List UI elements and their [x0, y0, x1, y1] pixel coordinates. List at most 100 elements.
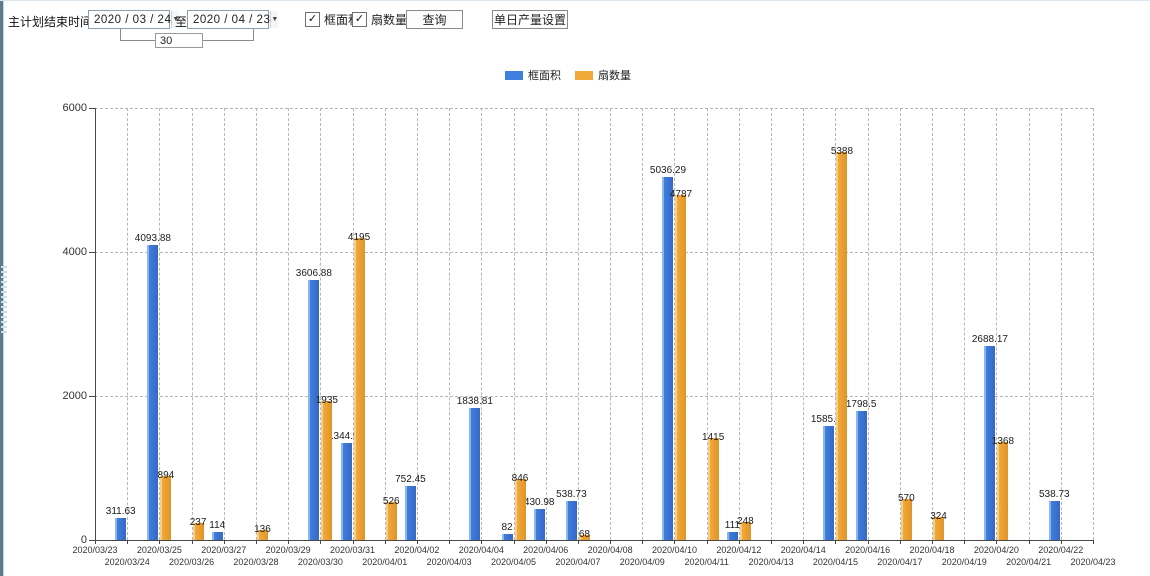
checkbox-checked-icon[interactable]: ✓ [352, 12, 367, 27]
x-tick [867, 540, 869, 544]
x-axis-line [95, 540, 1094, 541]
bar-value-label: 5388 [830, 146, 854, 158]
date-to-value[interactable]: 2020 / 04 / 23 [193, 13, 271, 26]
x-tick [835, 540, 837, 544]
x-tick-label: 2020/04/11 [684, 557, 729, 567]
checkbox-checked-icon[interactable]: ✓ [305, 12, 320, 27]
gridline-h [95, 396, 1093, 397]
interval-days-input[interactable]: 30 [155, 33, 203, 48]
bar-fan-count [385, 502, 397, 540]
x-tick [1028, 540, 1030, 544]
x-tick [964, 540, 966, 544]
gridline-v [513, 108, 515, 540]
x-tick [1093, 540, 1094, 544]
legend-label: 扇数量 [598, 70, 631, 82]
gridline-v [127, 108, 129, 540]
bar-value-label: 752.45 [395, 473, 426, 485]
x-tick-label: 2020/04/19 [941, 557, 987, 567]
chevron-down-icon[interactable]: ▼ [270, 11, 279, 28]
gridline-v [1093, 108, 1094, 540]
gridline-v [835, 108, 837, 540]
gridline-v [352, 108, 354, 540]
connector-line [120, 40, 155, 41]
bar-value-label: 311.63 [105, 505, 136, 517]
query-button[interactable]: 查询 [406, 10, 463, 29]
bar-fan-count [933, 516, 945, 540]
bar-value-label: 68 [578, 529, 590, 541]
bar-frame-area [855, 410, 867, 540]
gridline-v [481, 108, 483, 540]
connector-line [253, 29, 254, 41]
gridline-h [95, 108, 1093, 109]
bar-fan-count [707, 438, 719, 540]
bar-value-label: 1415 [702, 432, 725, 444]
gridline-v [384, 108, 386, 540]
x-tick [320, 540, 322, 544]
bar-fan-count [578, 535, 590, 540]
bar-fan-count [256, 530, 268, 540]
gridline-v [191, 108, 193, 540]
x-tick-label: 2020/03/26 [169, 557, 215, 567]
daily-output-settings-button[interactable]: 单日产量设置 [492, 10, 568, 29]
x-tick [803, 540, 805, 544]
x-tick-label: 2020/04/03 [426, 557, 472, 567]
gridline-v [545, 108, 547, 540]
legend-swatch-orange [575, 70, 593, 80]
date-to-picker[interactable]: 2020 / 04 / 23 ▼ [187, 10, 279, 29]
bar-frame-area [340, 443, 352, 540]
x-tick [288, 540, 290, 544]
bar-value-label: 136 [254, 524, 271, 536]
date-from-picker[interactable]: 2020 / 03 / 24 ▼ [88, 10, 180, 29]
bar-value-label: 846 [511, 473, 529, 485]
bar-frame-area [726, 532, 738, 540]
x-tick [577, 540, 579, 544]
checkbox-fan-count[interactable]: ✓ 扇数量 [352, 11, 407, 28]
y-tick-label: 0 [80, 534, 87, 546]
bar-value-label: 324 [930, 510, 947, 522]
x-tick [738, 540, 740, 544]
x-tick-label: 2020/04/01 [362, 557, 408, 567]
bar-value-label: 3606.88 [295, 268, 332, 280]
chevron-down-icon[interactable]: ▼ [171, 11, 180, 28]
bar-fan-count [739, 522, 751, 540]
x-tick-label: 2020/04/05 [490, 557, 537, 567]
x-tick [352, 540, 354, 544]
x-tick [545, 540, 547, 544]
x-tick-label: 2020/03/27 [201, 545, 247, 555]
bar-frame-area [115, 517, 127, 540]
x-tick [481, 540, 483, 544]
gridline-v [867, 108, 869, 540]
bar-value-label: 82 [501, 522, 513, 534]
x-tick-label: 2020/04/16 [845, 545, 891, 555]
bar-value-label: 1798.5 [845, 398, 877, 410]
x-tick-label: 2020/04/09 [619, 557, 665, 567]
x-tick [674, 540, 676, 544]
bar-fan-count [997, 441, 1009, 540]
gridline-h [95, 252, 1093, 253]
date-from-value[interactable]: 2020 / 03 / 24 [94, 13, 172, 26]
bar-value-label: 1935 [315, 394, 338, 406]
bar-frame-area [404, 485, 416, 540]
gridline-v [738, 108, 740, 540]
bar-value-label: 894 [157, 469, 175, 481]
x-tick-label: 2020/03/30 [297, 557, 343, 567]
bar-fan-count [160, 475, 172, 540]
bar-fan-count [514, 479, 526, 540]
x-tick-label: 2020/04/23 [1070, 557, 1116, 567]
bar-frame-area [501, 534, 513, 540]
checkbox-frame-area[interactable]: ✓ 框面积 [305, 11, 360, 28]
x-tick-label: 2020/04/10 [651, 545, 697, 555]
gridline-v [996, 108, 998, 540]
x-tick-label: 2020/04/08 [587, 545, 633, 555]
checkbox-fan-count-label: 扇数量 [371, 13, 408, 27]
gridline-v [642, 108, 644, 540]
x-tick [610, 540, 612, 544]
bar-value-label: 1344.95 [327, 431, 365, 443]
gridline-v [577, 108, 579, 540]
x-tick [384, 540, 386, 544]
x-tick [771, 540, 773, 544]
checkbox-frame-area-label: 框面积 [324, 13, 361, 27]
y-tick [89, 396, 95, 397]
legend-item-fan-count: 扇数量 [575, 67, 631, 83]
